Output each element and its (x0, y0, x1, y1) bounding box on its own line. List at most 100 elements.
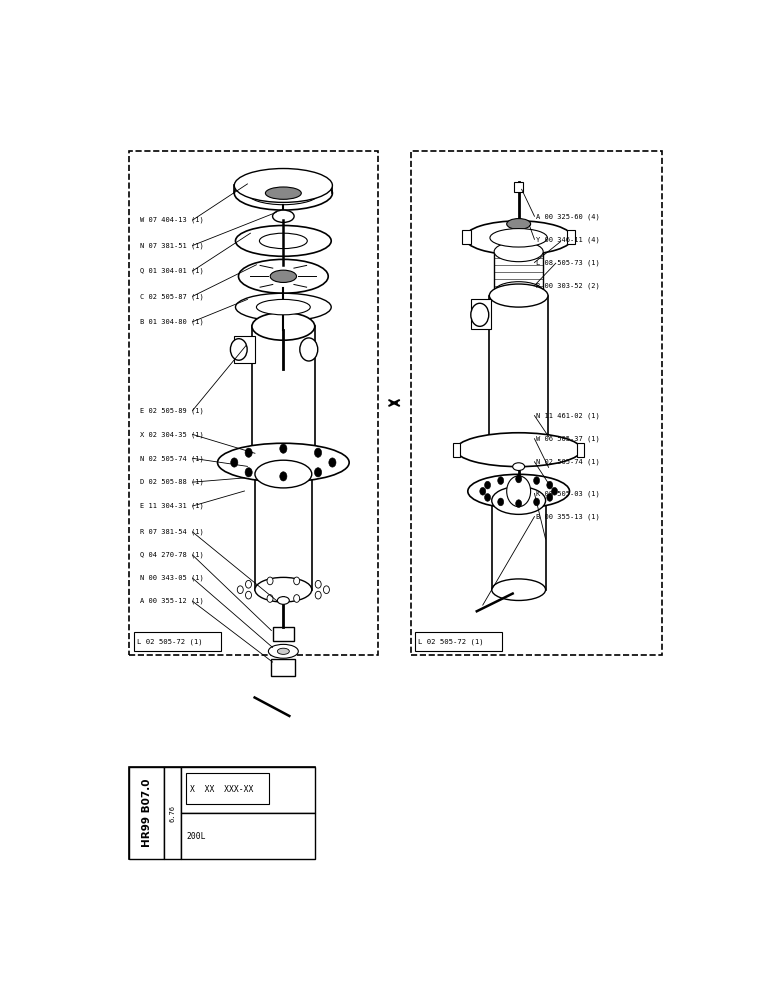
Text: HR99 B07.0: HR99 B07.0 (142, 779, 152, 847)
Circle shape (506, 476, 530, 507)
Text: A 00 325-60 (4): A 00 325-60 (4) (537, 213, 600, 220)
Ellipse shape (235, 293, 331, 321)
Bar (462, 230, 471, 244)
Bar (255, 474, 312, 590)
Ellipse shape (273, 210, 294, 222)
Bar (130, 151, 378, 655)
Text: A 00 355-12 (1): A 00 355-12 (1) (141, 598, 204, 604)
Bar (273, 627, 294, 641)
Text: R 07 381-54 (1): R 07 381-54 (1) (141, 529, 204, 535)
Bar (567, 230, 575, 244)
Circle shape (279, 472, 287, 481)
Text: L 08 505-73 (1): L 08 505-73 (1) (537, 259, 600, 266)
Circle shape (547, 494, 553, 501)
Ellipse shape (218, 443, 349, 482)
Text: K 08 505-03 (1): K 08 505-03 (1) (537, 490, 600, 497)
Ellipse shape (277, 648, 290, 654)
Ellipse shape (277, 597, 290, 604)
Bar (472, 299, 490, 329)
Ellipse shape (492, 579, 546, 600)
Circle shape (231, 458, 238, 467)
Circle shape (516, 500, 522, 507)
Ellipse shape (255, 460, 312, 488)
Ellipse shape (255, 577, 312, 602)
Ellipse shape (239, 259, 328, 293)
Ellipse shape (259, 233, 307, 249)
Circle shape (279, 444, 287, 453)
Text: E 02 505-89 (1): E 02 505-89 (1) (141, 407, 204, 414)
Circle shape (533, 477, 540, 484)
Bar (185, 773, 269, 804)
Text: N 11 461-02 (1): N 11 461-02 (1) (537, 412, 600, 419)
Circle shape (498, 477, 503, 484)
Circle shape (547, 481, 553, 489)
Ellipse shape (248, 182, 320, 205)
Bar (252, 326, 315, 461)
Text: R 00 303-52 (2): R 00 303-52 (2) (537, 282, 600, 289)
Ellipse shape (494, 242, 543, 262)
Text: C 02 505-87 (1): C 02 505-87 (1) (141, 293, 204, 300)
Ellipse shape (270, 270, 296, 282)
Ellipse shape (468, 474, 570, 508)
Circle shape (485, 494, 490, 501)
Text: 6.76: 6.76 (170, 804, 175, 822)
Circle shape (245, 468, 252, 477)
Circle shape (314, 448, 322, 457)
Text: N 02 505-74 (1): N 02 505-74 (1) (537, 459, 600, 465)
Ellipse shape (256, 299, 310, 315)
Circle shape (245, 448, 252, 457)
Circle shape (245, 591, 252, 599)
Ellipse shape (494, 282, 543, 302)
Ellipse shape (465, 221, 573, 255)
Text: Y 00 346-11 (4): Y 00 346-11 (4) (537, 236, 600, 243)
Circle shape (315, 591, 321, 599)
Circle shape (267, 577, 273, 585)
Ellipse shape (455, 433, 581, 467)
Text: N 00 343-05 (1): N 00 343-05 (1) (141, 575, 204, 581)
Bar (181, 813, 315, 859)
Ellipse shape (235, 225, 331, 256)
Circle shape (245, 580, 252, 588)
Text: X 02 304-35 (1): X 02 304-35 (1) (141, 431, 204, 438)
Circle shape (551, 487, 557, 495)
Bar (492, 501, 546, 590)
Ellipse shape (492, 487, 546, 514)
Text: Q 01 304-01 (1): Q 01 304-01 (1) (141, 268, 204, 274)
Text: L 02 505-72 (1): L 02 505-72 (1) (137, 639, 203, 645)
Text: B 00 355-13 (1): B 00 355-13 (1) (537, 513, 600, 520)
Bar (415, 632, 502, 651)
Bar (514, 182, 523, 192)
Text: L 02 505-72 (1): L 02 505-72 (1) (418, 639, 484, 645)
Bar (181, 767, 315, 813)
Text: D 02 505-88 (1): D 02 505-88 (1) (141, 479, 204, 485)
Circle shape (315, 580, 321, 588)
Circle shape (329, 458, 336, 467)
Circle shape (300, 338, 318, 361)
Ellipse shape (489, 434, 548, 457)
Text: X  XX  XXX-XX: X XX XXX-XX (190, 785, 253, 794)
Text: E 11 304-31 (1): E 11 304-31 (1) (141, 503, 204, 509)
Bar (489, 296, 548, 446)
Bar (411, 151, 662, 655)
Text: Q 04 270-78 (1): Q 04 270-78 (1) (141, 552, 204, 558)
Ellipse shape (266, 187, 301, 199)
Ellipse shape (489, 284, 548, 307)
Text: W 07 404-13 (1): W 07 404-13 (1) (141, 217, 204, 223)
Circle shape (293, 577, 300, 585)
Ellipse shape (490, 229, 547, 247)
Ellipse shape (252, 313, 315, 340)
Bar (164, 767, 181, 859)
Circle shape (267, 595, 273, 602)
Bar (130, 767, 315, 859)
Ellipse shape (234, 176, 333, 210)
Text: W 06 505-37 (1): W 06 505-37 (1) (537, 435, 600, 442)
Text: N 07 381-51 (1): N 07 381-51 (1) (141, 242, 204, 249)
Bar (134, 632, 221, 651)
Bar (453, 443, 460, 457)
Text: B 01 304-80 (1): B 01 304-80 (1) (141, 318, 204, 325)
Ellipse shape (269, 644, 298, 658)
Circle shape (230, 339, 247, 360)
Ellipse shape (234, 169, 333, 202)
Circle shape (471, 303, 489, 326)
Text: 200L: 200L (187, 832, 206, 841)
